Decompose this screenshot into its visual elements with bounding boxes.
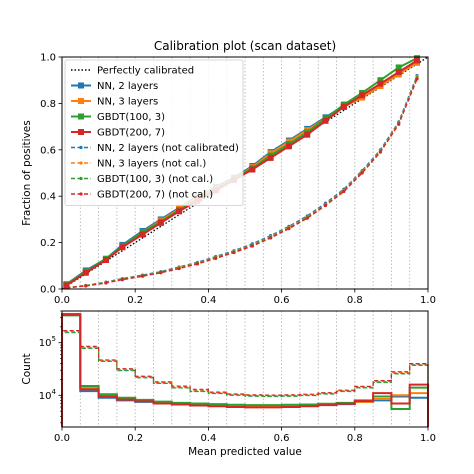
data-point-gbdt-200-7-not-cal <box>232 250 236 255</box>
data-point-gbdt-200-7 <box>119 244 126 251</box>
legend-marker <box>78 129 84 135</box>
top-y-tick-label: 1.0 <box>40 53 56 64</box>
bottom-x-tick-label: 0.2 <box>127 433 143 444</box>
top-x-tick-label: 0.2 <box>127 295 143 306</box>
legend-marker <box>79 161 83 165</box>
top-y-tick-label: 0.8 <box>40 99 56 110</box>
legend-label: NN, 3 layers <box>97 97 158 108</box>
bottom-y-tick-label: 104 <box>39 388 57 402</box>
legend-marker <box>78 82 84 89</box>
data-point-gbdt-200-7 <box>285 143 292 150</box>
data-point-gbdt-200-7-not-cal <box>159 271 163 275</box>
data-point-gbdt-200-7 <box>322 117 329 124</box>
data-point-gbdt-200-7 <box>359 92 366 99</box>
histogram-steps <box>61 313 429 427</box>
legend-label: NN, 3 layers (not cal.) <box>97 159 206 170</box>
histogram-gbdt-200-7-not-cal <box>61 329 429 427</box>
top-x-ticks: 0.0 0.2 0.4 0.6 0.8 1.0 <box>54 289 436 306</box>
legend-marker <box>79 192 83 196</box>
data-point-gbdt-200-7 <box>82 269 89 276</box>
data-point-gbdt-200-7 <box>267 154 274 161</box>
data-point-gbdt-100-3 <box>395 64 402 71</box>
top-y-tick-label: 0.4 <box>40 192 56 203</box>
data-point-gbdt-200-7 <box>377 80 384 87</box>
data-point-gbdt-200-7-not-cal <box>177 266 181 271</box>
data-point-gbdt-200-7 <box>414 57 421 64</box>
data-point-gbdt-200-7 <box>304 131 311 138</box>
top-y-tick-label: 0.2 <box>40 238 56 249</box>
data-point-gbdt-200-7-not-cal <box>323 203 328 208</box>
top-x-tick-label: 1.0 <box>420 295 436 306</box>
calibration-plot-axes: 0.0 0.2 0.4 0.6 0.8 1.0 0.0 0.2 0.4 0.6 0.8 1.0 Fr… <box>21 53 436 307</box>
data-point-gbdt-200-7-not-cal <box>195 262 200 266</box>
top-x-tick-label: 0.0 <box>54 295 70 306</box>
bottom-y-axis-label: Count <box>21 353 33 384</box>
bottom-x-tick-label: 0.0 <box>54 433 70 444</box>
data-point-gbdt-200-7-not-cal <box>269 236 273 240</box>
data-point-gbdt-200-7-not-cal <box>140 274 145 278</box>
legend-marker <box>78 98 84 104</box>
legend-label: Perfectly calibrated <box>97 66 194 77</box>
data-point-gbdt-200-7-not-cal <box>120 278 124 282</box>
legend-label: GBDT(100, 3) (not cal.) <box>97 174 213 185</box>
series-line-gbdt-200-7-not-cal <box>66 78 418 289</box>
bottom-x-tick-label: 0.6 <box>274 433 290 444</box>
legend-marker <box>79 176 83 181</box>
data-point-gbdt-200-7-not-cal <box>84 284 88 288</box>
data-point-gbdt-200-7-not-cal <box>415 77 419 81</box>
top-y-tick-label: 0.0 <box>40 285 56 296</box>
data-point-gbdt-200-7-not-cal <box>214 256 218 260</box>
data-point-gbdt-100-3 <box>377 77 384 84</box>
data-point-gbdt-200-7 <box>63 282 70 289</box>
top-axes-frame <box>61 56 429 290</box>
legend-label: NN, 2 layers <box>97 81 158 92</box>
legend-label: GBDT(200, 7) <box>97 128 165 139</box>
top-y-tick-label: 0.6 <box>40 145 56 156</box>
data-point-gbdt-200-7-not-cal <box>287 227 291 231</box>
data-point-gbdt-200-7-not-cal <box>378 150 383 154</box>
bottom-x-axis-label: Mean predicted value <box>188 446 302 458</box>
top-x-tick-label: 0.8 <box>347 295 363 306</box>
bottom-x-tick-label: 0.8 <box>347 433 363 444</box>
legend-label: NN, 2 layers (not calibrated) <box>97 143 239 154</box>
bottom-y-tick-label: 105 <box>39 335 56 349</box>
data-point-gbdt-200-7-not-cal <box>104 281 108 285</box>
legend-label: GBDT(200, 7) (not cal.) <box>97 190 213 201</box>
bottom-x-tick-label: 0.4 <box>200 433 216 444</box>
bottom-y-ticks: 104 105 <box>39 310 62 424</box>
histogram-gbdt-200-7 <box>61 313 429 427</box>
data-point-gbdt-200-7 <box>139 231 146 238</box>
data-point-gbdt-200-7 <box>395 69 402 76</box>
bottom-axes-frame <box>61 310 429 428</box>
histogram-axes: 0.0 0.2 0.4 0.6 0.8 1.0 104 105 Count Mean pre… <box>21 310 436 458</box>
top-y-ticks: 0.0 0.2 0.4 0.6 0.8 1.0 <box>40 53 62 296</box>
data-point-gbdt-200-7 <box>102 257 109 263</box>
chart-title: Calibration plot (scan dataset) <box>154 39 336 53</box>
top-y-axis-label: Fraction of positives <box>21 120 33 225</box>
data-point-gbdt-200-7-not-cal <box>305 216 309 220</box>
data-point-gbdt-200-7 <box>249 166 256 173</box>
legend-box <box>64 59 244 206</box>
data-point-gbdt-200-7-not-cal <box>342 189 346 194</box>
legend: Perfectly calibrated NN, 2 layers NN, 3 la… <box>64 59 244 206</box>
data-point-gbdt-200-7-not-cal <box>360 171 364 175</box>
bottom-x-ticks: 0.0 0.2 0.4 0.6 0.8 1.0 <box>54 427 436 444</box>
legend-marker <box>79 145 83 150</box>
top-x-tick-label: 0.4 <box>200 295 216 306</box>
data-point-gbdt-200-7-not-cal <box>397 122 401 126</box>
legend-marker <box>78 113 84 120</box>
top-x-tick-label: 0.6 <box>274 295 290 306</box>
data-point-gbdt-200-7 <box>176 208 183 215</box>
bottom-x-tick-label: 1.0 <box>420 433 436 444</box>
legend-label: GBDT(100, 3) <box>97 112 165 123</box>
data-point-gbdt-200-7 <box>340 103 347 110</box>
data-point-gbdt-200-7-not-cal <box>250 244 254 248</box>
data-point-gbdt-200-7 <box>157 219 164 226</box>
